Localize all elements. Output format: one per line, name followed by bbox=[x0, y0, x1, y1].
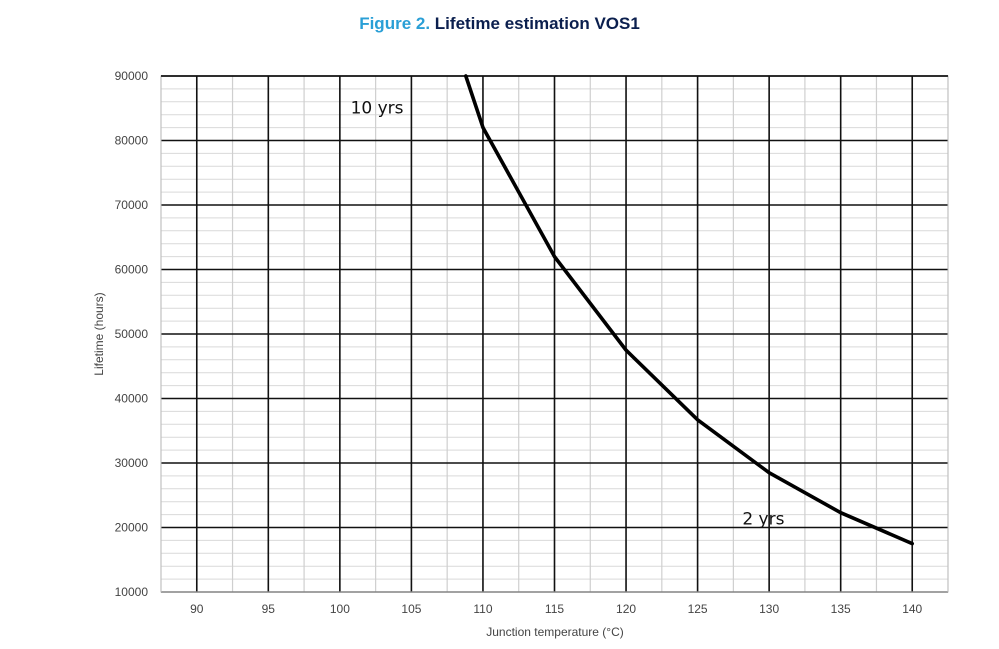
x-tick-labels: 90 95 100 105 110 115 120 125 130 135 140 bbox=[190, 602, 922, 616]
figure-name: Lifetime estimation VOS1 bbox=[434, 14, 640, 33]
figure-title: Figure 2. Lifetime estimation VOS1 bbox=[0, 14, 999, 34]
y-tick-label: 40000 bbox=[115, 392, 149, 406]
plot-frame bbox=[160, 75, 949, 593]
series-layer bbox=[463, 74, 915, 546]
x-tick-label: 110 bbox=[473, 602, 492, 616]
annotation-label: 10 yrs bbox=[351, 98, 404, 118]
x-axis-label: Junction temperature (°C) bbox=[486, 625, 624, 639]
x-tick-label: 120 bbox=[616, 602, 636, 616]
y-tick-label: 70000 bbox=[115, 198, 149, 212]
y-tick-label: 90000 bbox=[115, 69, 149, 83]
x-tick-label: 130 bbox=[759, 602, 779, 616]
y-tick-label: 60000 bbox=[115, 263, 149, 277]
y-tick-label: 50000 bbox=[115, 327, 149, 341]
x-tick-label: 90 bbox=[190, 602, 204, 616]
x-tick-label: 135 bbox=[831, 602, 851, 616]
annotation-label: 2 yrs bbox=[742, 509, 784, 529]
x-tick-label: 115 bbox=[545, 602, 564, 616]
x-tick-label: 140 bbox=[902, 602, 922, 616]
y-tick-label: 80000 bbox=[115, 134, 149, 148]
y-tick-label: 20000 bbox=[115, 521, 149, 535]
x-tick-label: 95 bbox=[262, 602, 276, 616]
x-tick-label: 105 bbox=[401, 602, 421, 616]
y-axis-label: Lifetime (hours) bbox=[92, 292, 106, 375]
annotations: 10 yrs 2 yrs bbox=[351, 98, 785, 529]
figure-number: Figure 2. bbox=[359, 14, 431, 33]
y-tick-label: 10000 bbox=[115, 585, 149, 599]
y-tick-labels: 10000 20000 30000 40000 50000 60000 70000 80000… bbox=[115, 69, 149, 599]
x-tick-label: 100 bbox=[330, 602, 350, 616]
y-tick-label: 30000 bbox=[115, 456, 149, 470]
x-tick-label: 125 bbox=[688, 602, 708, 616]
series-line-0 bbox=[463, 74, 915, 546]
